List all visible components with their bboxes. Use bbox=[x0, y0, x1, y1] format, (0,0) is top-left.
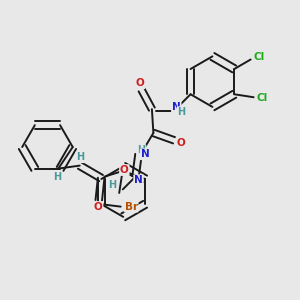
Text: O: O bbox=[176, 138, 185, 148]
Text: O: O bbox=[120, 165, 129, 175]
Text: O: O bbox=[136, 78, 144, 88]
Text: N: N bbox=[134, 175, 143, 185]
Text: H: H bbox=[53, 172, 61, 182]
Text: Br: Br bbox=[124, 202, 138, 212]
Text: N: N bbox=[141, 149, 149, 159]
Text: N: N bbox=[172, 102, 181, 112]
Text: Cl: Cl bbox=[253, 52, 264, 62]
Text: H: H bbox=[137, 145, 146, 155]
Text: H: H bbox=[108, 180, 116, 190]
Text: H: H bbox=[178, 107, 186, 117]
Text: H: H bbox=[76, 152, 84, 162]
Text: O: O bbox=[94, 202, 103, 212]
Text: Cl: Cl bbox=[257, 93, 268, 103]
